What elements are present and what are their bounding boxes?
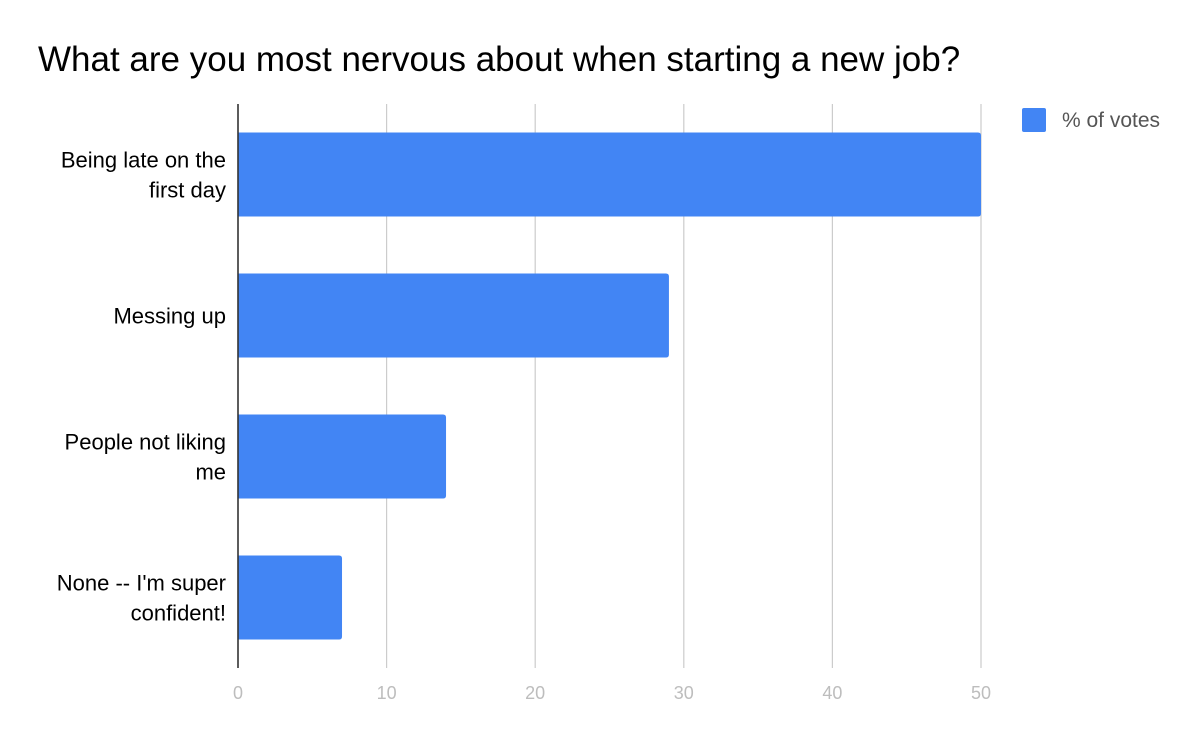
bar-0	[238, 132, 981, 217]
category-label-line: None -- I'm super	[57, 571, 226, 596]
category-label-line: People not liking	[65, 430, 226, 455]
x-tick-label-30: 30	[674, 683, 694, 703]
category-label-line: confident!	[131, 601, 226, 626]
category-label-line: Being late on the	[61, 148, 226, 173]
category-label-1: Messing up	[113, 304, 226, 329]
category-label-2: People not liking me	[65, 430, 226, 485]
category-label-line: first day	[149, 178, 226, 203]
category-label-line: me	[195, 460, 226, 485]
bar-3	[238, 555, 343, 640]
legend-label: % of votes	[1062, 109, 1160, 132]
legend-swatch	[1022, 108, 1046, 132]
x-tick-label-20: 20	[525, 683, 545, 703]
legend: % of votes	[1022, 108, 1160, 132]
x-tick-label-50: 50	[971, 683, 991, 703]
bar-1	[238, 273, 669, 358]
x-tick-label-0: 0	[233, 683, 243, 703]
x-tick-label-10: 10	[377, 683, 397, 703]
category-labels: Being late on the first day Messing up Peop…	[57, 148, 226, 626]
chart-title: What are you most nervous about when sta…	[38, 40, 960, 79]
category-label-line: Messing up	[113, 304, 226, 329]
category-label-0: Being late on the first day	[61, 148, 226, 203]
x-tick-labels: 0 10 20 30 40 50	[233, 683, 991, 703]
x-tick-label-40: 40	[822, 683, 842, 703]
category-label-3: None -- I'm super confident!	[57, 571, 226, 626]
bar-2	[238, 414, 447, 499]
bars	[238, 132, 981, 640]
